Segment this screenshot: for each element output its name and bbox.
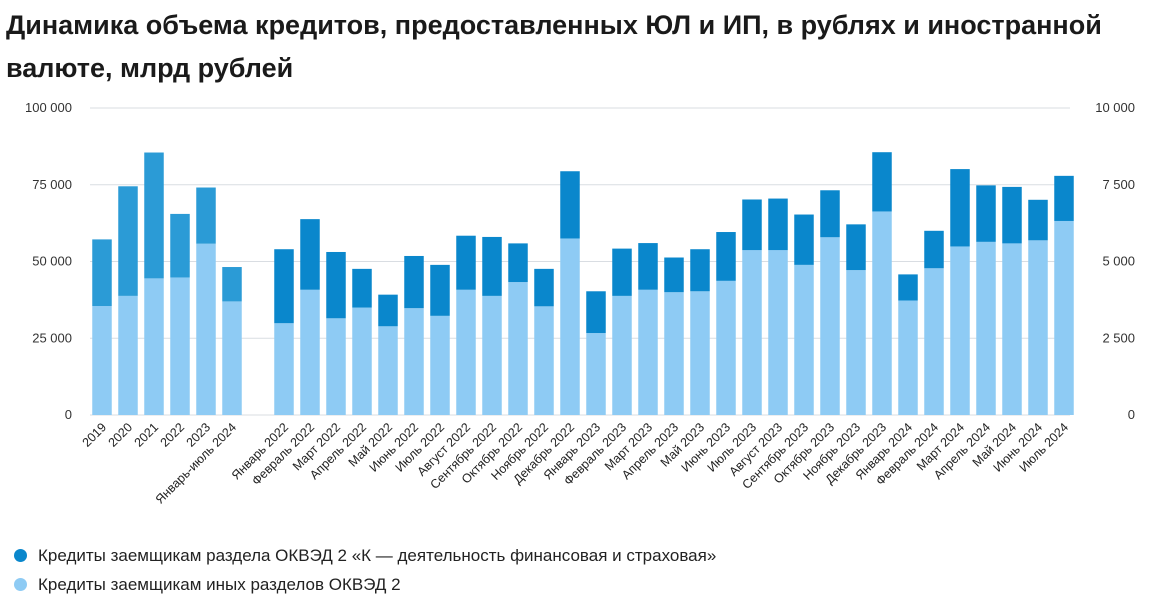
bar-financial-section [820, 190, 840, 238]
bar-financial-section [768, 198, 788, 251]
x-tick-label: 2020 [106, 420, 136, 450]
bar-financial-section [222, 267, 242, 302]
legend-marker-dark-icon [14, 549, 27, 562]
bar-financial-section [638, 243, 658, 290]
bar-financial-section [196, 187, 216, 244]
y-tick-label-right: 7 500 [1102, 177, 1135, 192]
bar-financial-section [534, 268, 554, 307]
bar-financial-section [170, 213, 190, 278]
legend-item-financial: Кредиты заемщикам раздела ОКВЭД 2 «К — д… [14, 541, 716, 570]
bar-financial-section [300, 219, 320, 290]
legend-label-other: Кредиты заемщикам иных разделов ОКВЭД 2 [38, 574, 401, 594]
bar-other-sections [560, 238, 580, 415]
bar-financial-section [92, 239, 112, 307]
bar-other-sections [1028, 240, 1048, 415]
bar-financial-section [716, 232, 736, 281]
bar-other-sections [326, 318, 346, 415]
bar-financial-section [1002, 186, 1022, 244]
y-tick-label-right: 10 000 [1095, 100, 1135, 115]
bar-financial-section [404, 255, 424, 309]
bar-financial-section [950, 169, 970, 247]
bar-financial-section [664, 257, 684, 293]
bar-financial-section [846, 224, 866, 271]
bar-other-sections [742, 250, 762, 415]
legend-label-financial: Кредиты заемщикам раздела ОКВЭД 2 «К — д… [38, 545, 717, 565]
bar-financial-section [924, 230, 944, 269]
bar-other-sections [820, 237, 840, 415]
bar-other-sections [612, 295, 632, 415]
bar-other-sections [352, 307, 372, 415]
bar-other-sections [170, 277, 190, 415]
bar-other-sections [690, 291, 710, 415]
y-tick-label-left: 75 000 [32, 177, 72, 192]
bar-other-sections [846, 270, 866, 415]
bar-other-sections [300, 289, 320, 415]
bar-other-sections [1002, 243, 1022, 415]
bar-financial-section [742, 199, 762, 251]
x-tick-label: 2019 [80, 420, 110, 450]
y-tick-label-right: 5 000 [1102, 254, 1135, 269]
x-tick-label: 2022 [158, 420, 188, 450]
legend-marker-light-icon [14, 578, 27, 591]
bar-other-sections [586, 333, 606, 415]
bar-financial-section [690, 249, 710, 292]
bar-other-sections [378, 326, 398, 415]
y-tick-label-right: 2 500 [1102, 330, 1135, 345]
chart-title: Динамика объема кредитов, предоставленны… [6, 10, 1102, 83]
bar-financial-section [508, 243, 528, 283]
bar-other-sections [924, 268, 944, 415]
bar-other-sections [196, 243, 216, 415]
legend-item-other: Кредиты заемщикам иных разделов ОКВЭД 2 [14, 570, 716, 599]
bar-other-sections [664, 292, 684, 415]
bar-other-sections [768, 250, 788, 415]
bar-other-sections [404, 308, 424, 415]
bar-other-sections [118, 295, 138, 415]
bar-other-sections [1054, 220, 1074, 415]
bar-other-sections [508, 282, 528, 415]
chart-area: 0 25 000 50 000 75 000 100 000 0 2 500 5 000 7 5… [25, 100, 1135, 507]
bar-other-sections [716, 280, 736, 415]
bar-other-sections [222, 301, 242, 415]
y-tick-label-left: 0 [65, 407, 72, 422]
bar-financial-section [1028, 199, 1048, 241]
y-tick-label-left: 25 000 [32, 330, 72, 345]
bar-financial-section [274, 249, 294, 324]
bar-other-sections [430, 315, 450, 415]
bar-financial-section [898, 274, 918, 301]
bar-financial-section [794, 214, 814, 265]
bar-financial-section [1054, 175, 1074, 221]
bar-other-sections [482, 295, 502, 415]
bar-financial-section [144, 152, 164, 279]
bar-other-sections [976, 241, 996, 415]
bar-other-sections [872, 211, 892, 415]
bar-financial-section [872, 152, 892, 212]
y-tick-label-left: 100 000 [25, 100, 72, 115]
bar-financial-section [378, 294, 398, 327]
bar-financial-section [352, 268, 372, 308]
bar-financial-section [482, 236, 502, 296]
y-tick-label-right: 0 [1128, 407, 1135, 422]
bar-other-sections [950, 246, 970, 415]
bar-financial-section [456, 235, 476, 290]
y-tick-label-left: 50 000 [32, 254, 72, 269]
bar-other-sections [274, 323, 294, 415]
bar-financial-section [430, 264, 450, 316]
bar-financial-section [118, 186, 138, 296]
bar-other-sections [456, 289, 476, 415]
bar-other-sections [534, 306, 554, 415]
bar-other-sections [638, 289, 658, 415]
bar-financial-section [612, 248, 632, 296]
bar-other-sections [144, 278, 164, 415]
bar-other-sections [898, 300, 918, 415]
bar-other-sections [794, 264, 814, 415]
x-tick-label: 2021 [132, 420, 162, 450]
bar-other-sections [92, 306, 112, 415]
bar-financial-section [586, 291, 606, 334]
bar-financial-section [560, 171, 580, 239]
legend: Кредиты заемщикам раздела ОКВЭД 2 «К — д… [14, 541, 716, 599]
bar-financial-section [976, 185, 996, 242]
bar-financial-section [326, 251, 346, 319]
